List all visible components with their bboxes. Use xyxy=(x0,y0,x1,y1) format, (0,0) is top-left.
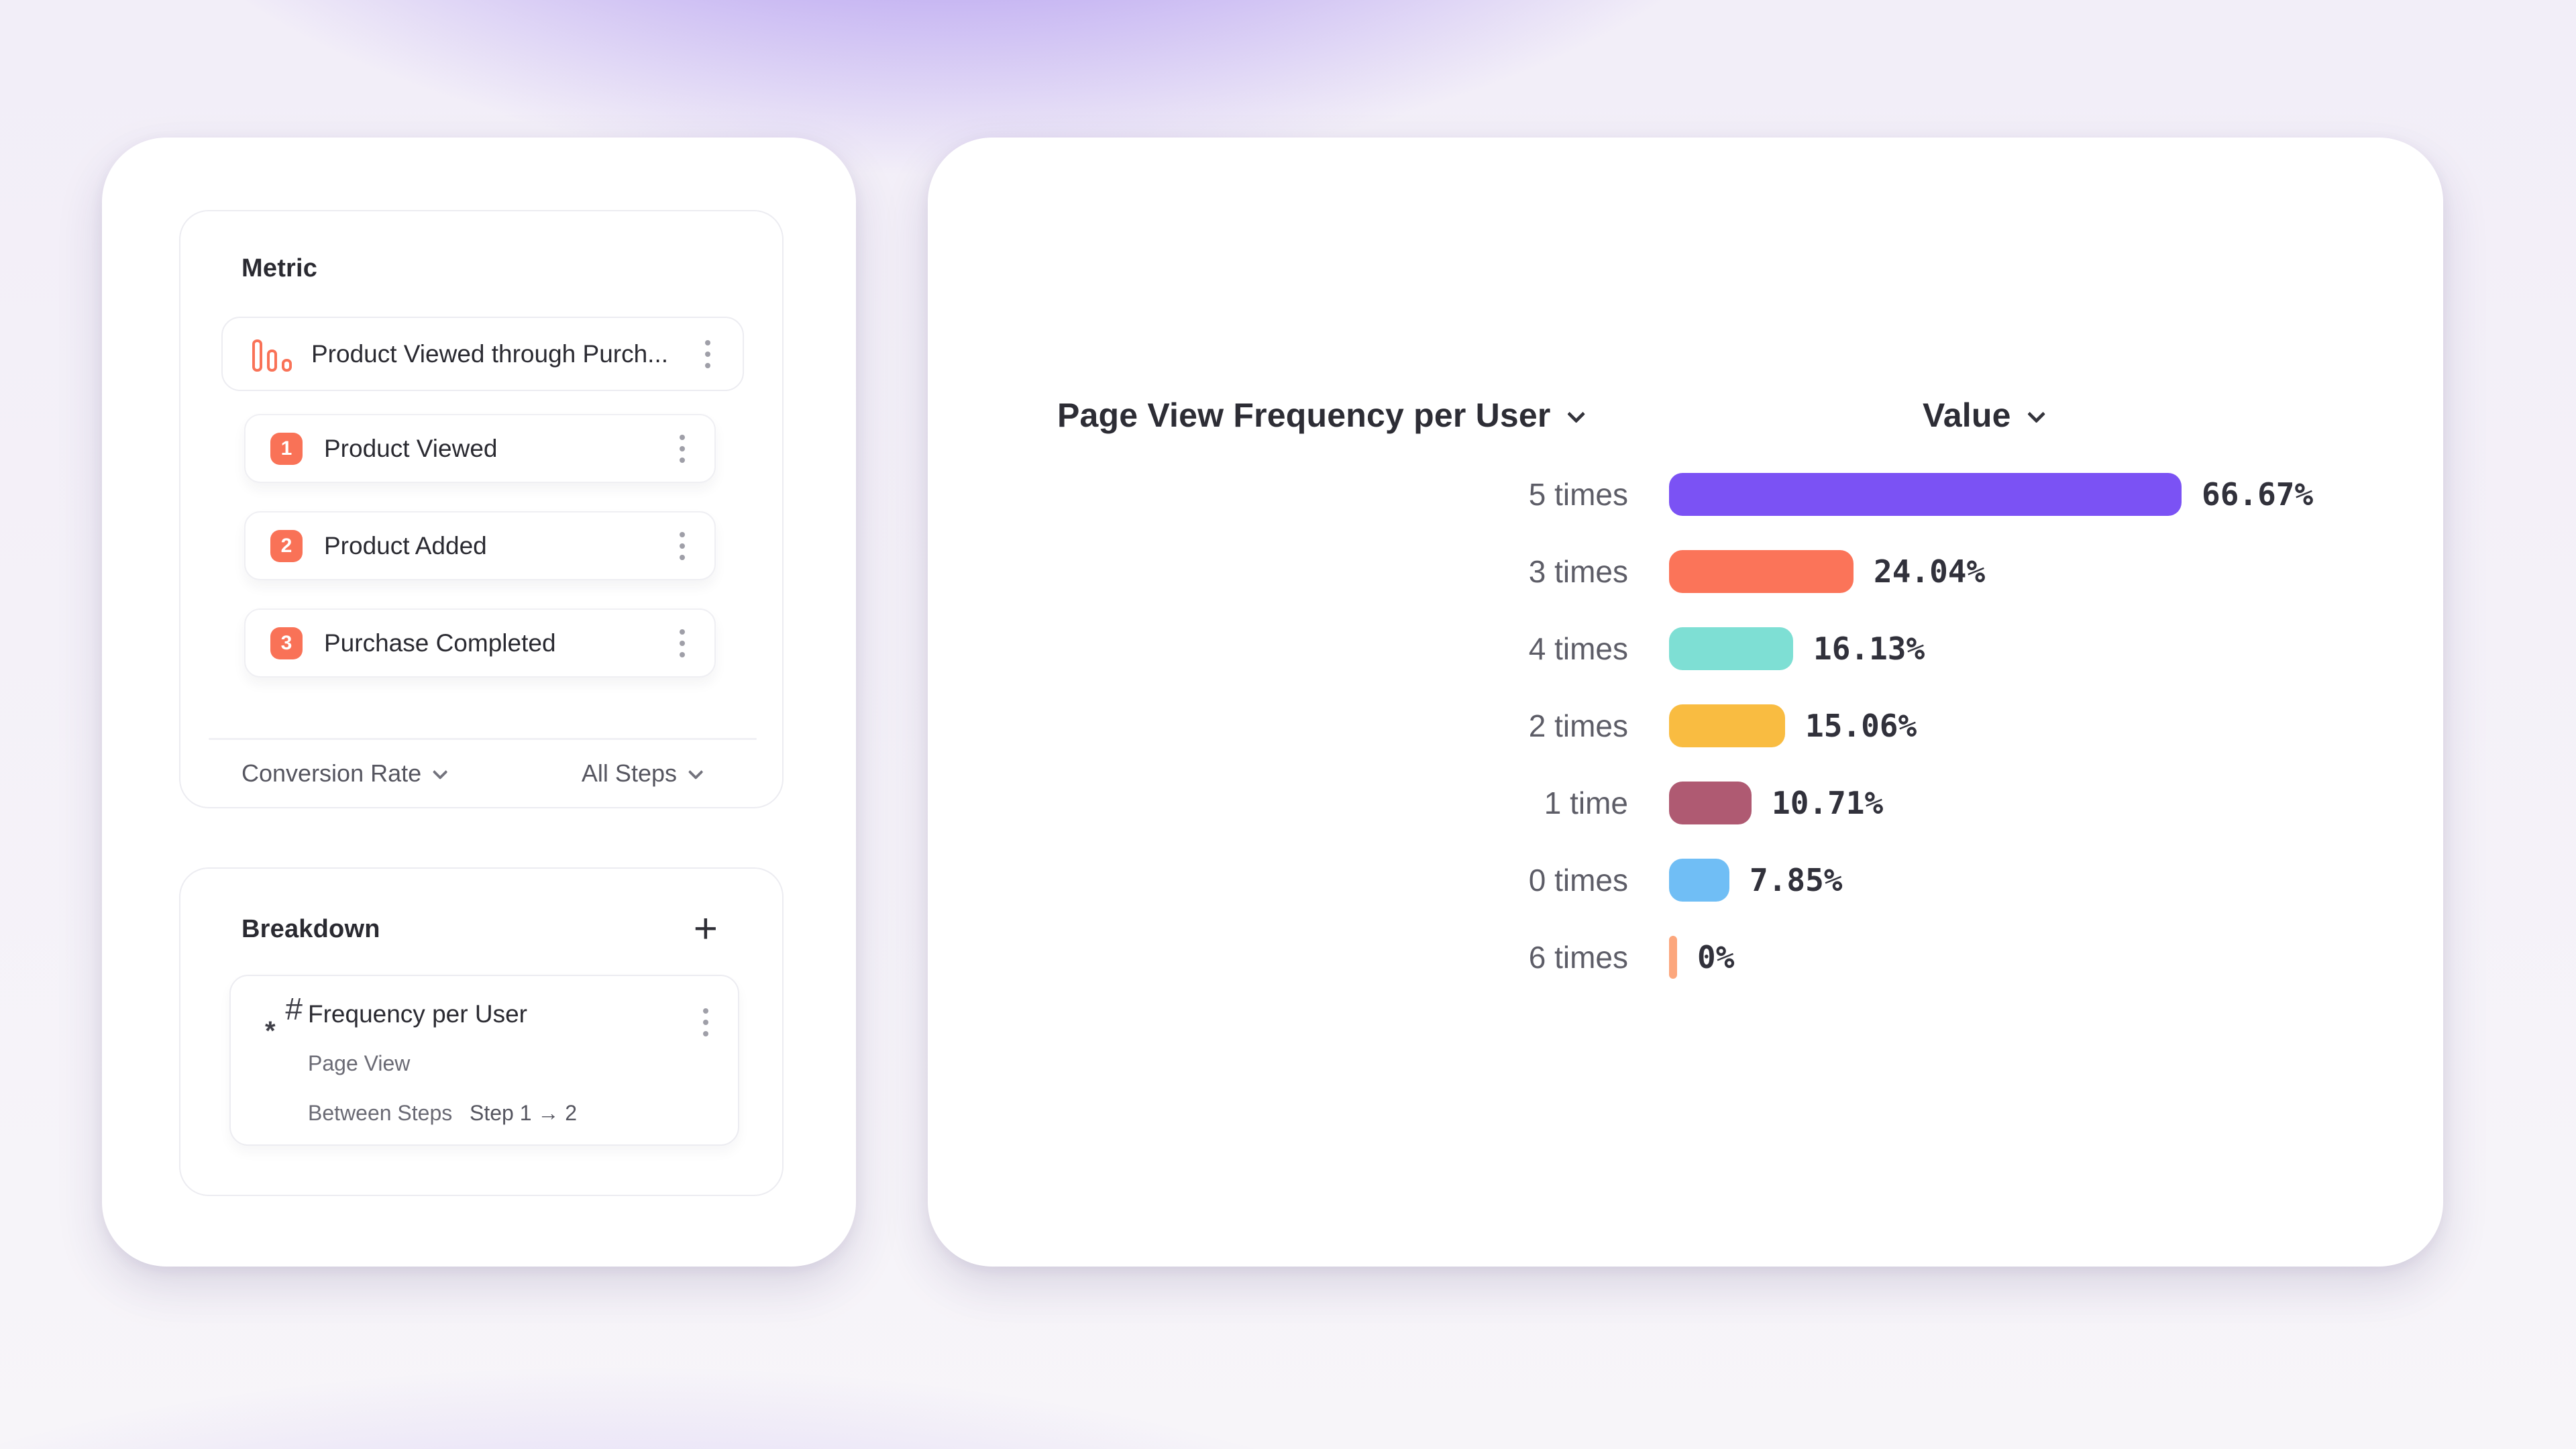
kebab-menu-icon[interactable] xyxy=(674,624,690,663)
chart-row-label: 1 time xyxy=(1544,785,1628,820)
chevron-down-icon xyxy=(2027,405,2045,423)
funnel-chart-icon xyxy=(252,337,294,372)
chevron-down-icon xyxy=(1566,405,1585,423)
chart-row: 2 times 15.06% xyxy=(928,687,2443,764)
chevron-down-icon xyxy=(688,764,704,780)
conversion-rate-label: Conversion Rate xyxy=(241,759,422,787)
kebab-menu-icon[interactable] xyxy=(674,429,690,468)
chart-row: 4 times 16.13% xyxy=(928,610,2443,687)
breakdown-panel: Breakdown + # * Frequency per User Page V… xyxy=(179,867,784,1196)
kebab-menu-icon[interactable] xyxy=(700,335,716,374)
add-breakdown-button[interactable]: + xyxy=(693,906,718,952)
between-steps-label: Between Steps xyxy=(308,1101,453,1125)
chart-row-value: 15.06% xyxy=(1805,707,1917,744)
funnel-metric-item[interactable]: Product Viewed through Purch... xyxy=(221,317,744,391)
steps-range-label: Step 1 → 2 xyxy=(470,1101,578,1125)
chart-value-dropdown[interactable]: Value xyxy=(1923,396,2045,435)
chart-title: Page View Frequency per User xyxy=(1057,396,1551,434)
step-number-badge: 1 xyxy=(270,432,303,465)
chart-row-value: 16.13% xyxy=(1813,630,1925,667)
chart-bar[interactable] xyxy=(1669,781,1752,824)
step-label: Purchase Completed xyxy=(324,629,556,657)
metric-footer-divider xyxy=(209,738,757,740)
chart-value-header: Value xyxy=(1923,396,2011,434)
step-number-badge: 3 xyxy=(270,627,303,659)
breakdown-header: Breakdown + xyxy=(241,906,718,952)
chart-row-value: 66.67% xyxy=(2202,476,2314,513)
query-builder-card: Metric Product Viewed through Purch... 1… xyxy=(102,138,856,1267)
chart-row-label: 0 times xyxy=(1528,862,1628,898)
all-steps-label: All Steps xyxy=(581,759,677,787)
step-label: Product Added xyxy=(324,531,487,559)
kebab-menu-icon[interactable] xyxy=(674,527,690,566)
funnel-metric-title: Product Viewed through Purch... xyxy=(311,339,669,368)
breakdown-panel-title: Breakdown xyxy=(241,914,380,943)
chevron-down-icon xyxy=(432,764,448,780)
bar-chart: 5 times 66.67% 3 times 24.04% 4 times 16… xyxy=(928,455,2443,996)
chart-breakdown-dropdown[interactable]: Page View Frequency per User xyxy=(1057,396,1585,435)
kebab-menu-icon[interactable] xyxy=(698,1003,714,1042)
chart-row: 1 time 10.71% xyxy=(928,764,2443,841)
funnel-step-row[interactable]: 3 Purchase Completed xyxy=(244,608,716,678)
chart-bar[interactable] xyxy=(1669,858,1729,902)
chart-bar[interactable] xyxy=(1669,935,1677,979)
chart-bar[interactable] xyxy=(1669,549,1854,593)
step-label: Product Viewed xyxy=(324,434,498,462)
chart-row-value: 0% xyxy=(1697,938,1735,975)
chart-row-label: 4 times xyxy=(1528,631,1628,666)
step-number-badge: 2 xyxy=(270,529,303,562)
chart-row-label: 3 times xyxy=(1528,553,1628,589)
metric-panel: Metric Product Viewed through Purch... 1… xyxy=(179,210,784,808)
funnel-step-row[interactable]: 1 Product Viewed xyxy=(244,414,716,483)
chart-row-label: 5 times xyxy=(1528,476,1628,512)
chart-row: 6 times 0% xyxy=(928,918,2443,996)
metric-panel-title: Metric xyxy=(241,254,318,282)
funnel-steps: 1 Product Viewed 2 Product Added 3 Purch… xyxy=(244,414,716,706)
chart-card: Page View Frequency per User Value 5 tim… xyxy=(928,138,2443,1267)
chart-row-value: 24.04% xyxy=(1874,553,1986,590)
breakdown-event-label: Page View xyxy=(308,1051,411,1075)
conversion-rate-dropdown[interactable]: Conversion Rate xyxy=(241,759,448,788)
chart-row-label: 6 times xyxy=(1528,939,1628,975)
breakdown-item-title: Frequency per User xyxy=(308,1000,527,1028)
chart-row-label: 2 times xyxy=(1528,708,1628,743)
chart-row-value: 10.71% xyxy=(1772,784,1884,821)
chart-bar[interactable] xyxy=(1669,627,1793,670)
chart-row-value: 7.85% xyxy=(1750,861,1843,898)
all-steps-dropdown[interactable]: All Steps xyxy=(581,759,704,788)
chart-bar[interactable] xyxy=(1669,472,2182,516)
chart-row: 3 times 24.04% xyxy=(928,533,2443,610)
chart-row: 5 times 66.67% xyxy=(928,455,2443,533)
funnel-step-row[interactable]: 2 Product Added xyxy=(244,511,716,580)
chart-row: 0 times 7.85% xyxy=(928,841,2443,918)
chart-bar[interactable] xyxy=(1669,704,1785,747)
metric-footer: Conversion Rate All Steps xyxy=(241,752,704,795)
breakdown-item[interactable]: # * Frequency per User Page View Between … xyxy=(229,975,739,1146)
numeric-property-icon: # * xyxy=(265,991,303,1046)
